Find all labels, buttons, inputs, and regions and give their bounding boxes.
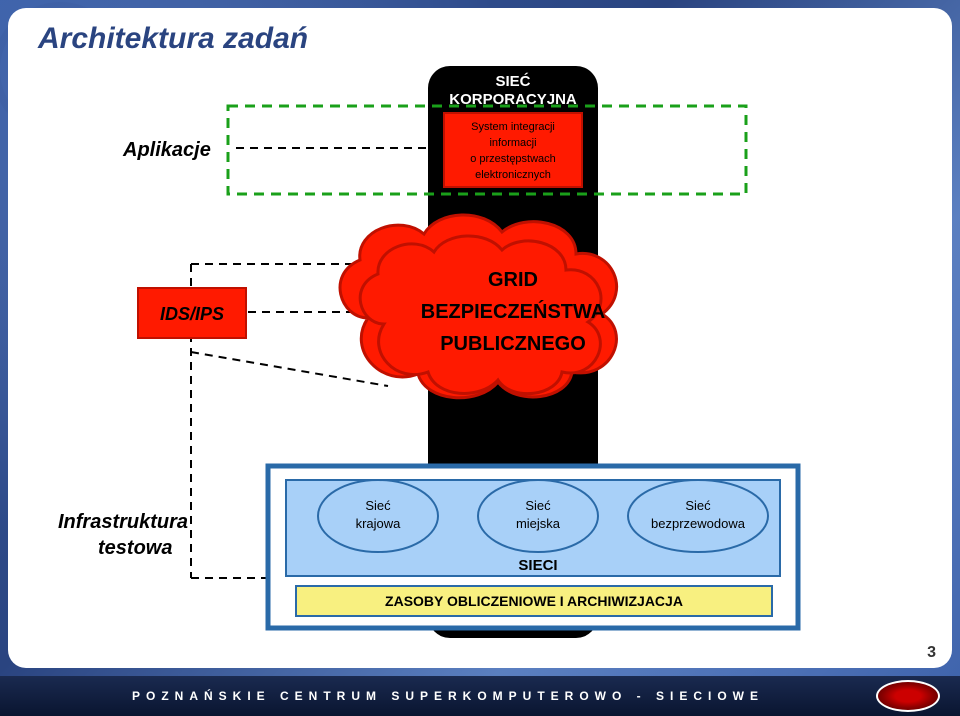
infra-label-1: Infrastruktura	[58, 511, 188, 533]
cloud-publ: PUBLICZNEGO	[440, 333, 586, 355]
footer: POZNAŃSKIE CENTRUM SUPERKOMPUTEROWO - SI…	[0, 676, 960, 716]
slide: Architektura zadań SIEĆ KORPORACYJNA Sys…	[0, 0, 960, 716]
logo-icon	[876, 680, 940, 712]
miej1: Sieć	[525, 498, 551, 513]
infra-label-2: testowa	[98, 537, 172, 559]
kraj1: Sieć	[365, 498, 391, 513]
miej2: miejska	[516, 516, 561, 531]
aplikacje-label: Aplikacje	[122, 139, 211, 161]
sieci-label: SIECI	[518, 557, 557, 574]
bezp2: bezprzewodowa	[651, 516, 746, 531]
cloud-group: GRID BEZPIECZEŃSTWA PUBLICZNEGO	[340, 215, 617, 398]
system-line4: elektronicznych	[475, 169, 551, 181]
page-number: 3	[927, 644, 936, 662]
footer-text: POZNAŃSKIE CENTRUM SUPERKOMPUTEROWO - SI…	[20, 689, 876, 703]
system-line2: informacji	[489, 137, 536, 149]
cloud-bezp: BEZPIECZEŃSTWA	[421, 300, 605, 323]
system-line1: System integracji	[471, 121, 555, 133]
kraj2: krajowa	[356, 516, 402, 531]
diagram: SIEĆ KORPORACYJNA System integracji info…	[8, 8, 952, 668]
bezp1: Sieć	[685, 498, 711, 513]
content-area: Architektura zadań SIEĆ KORPORACYJNA Sys…	[8, 8, 952, 668]
cloud-grid: GRID	[488, 269, 538, 291]
zasoby-label: ZASOBY OBLICZENIOWE I ARCHIWIZJACJA	[385, 593, 683, 609]
ids-ips-label: IDS/IPS	[160, 304, 224, 324]
system-line3: o przestępstwach	[470, 153, 556, 165]
pillar-top-1: SIEĆ	[495, 72, 530, 90]
